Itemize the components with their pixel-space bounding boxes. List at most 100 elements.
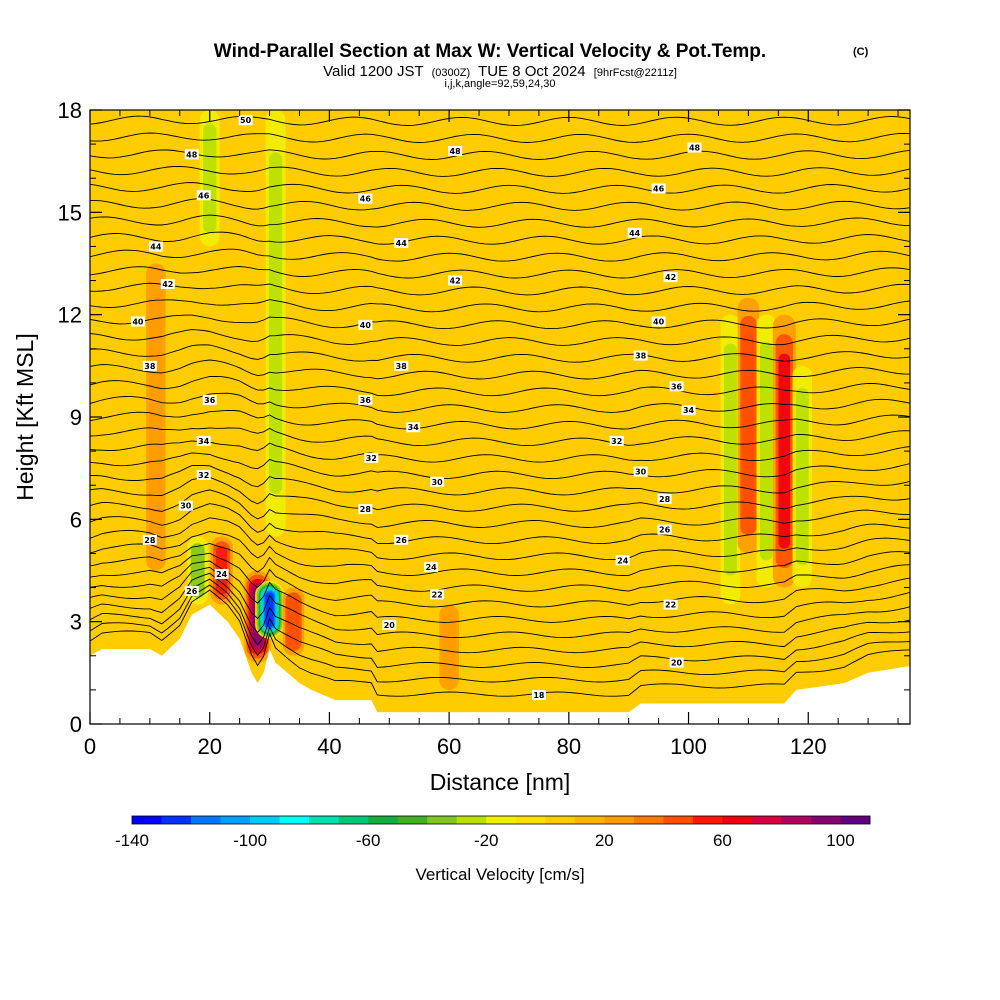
theta-label-43: 20 [669,657,684,668]
colorbar-swatch-1 [161,816,192,824]
svg-text:46: 46 [360,195,372,204]
theta-label-30: 30 [633,466,648,477]
theta-label-3: 48 [687,142,702,153]
theta-contour-21 [90,566,910,639]
svg-text:46: 46 [198,191,210,200]
theta-contour-18 [90,584,910,683]
svg-text:36: 36 [204,396,216,405]
vertical-velocity-field [146,110,813,690]
svg-text:26: 26 [659,526,671,535]
svg-text:34: 34 [683,406,695,415]
theta-label-23: 34 [406,422,421,433]
theta-contour-17 [90,589,910,697]
theta-label-13: 40 [130,316,145,327]
theta-contour-52 [90,115,910,126]
colorbar-swatch-2 [191,816,221,824]
theta-label-38: 24 [424,562,439,573]
colorbar-tick-60: 60 [713,831,732,850]
svg-text:36: 36 [671,382,683,391]
theta-contour-29 [90,476,910,512]
svg-text:30: 30 [180,502,192,511]
colorbar-tick--140: -140 [115,831,149,850]
svg-text:34: 34 [408,423,420,432]
theta-contour-49 [90,166,910,177]
svg-text:36: 36 [360,396,372,405]
theta-contour-28 [90,489,910,528]
x-tick-label-120: 120 [790,734,827,759]
w-feature-0 [146,263,166,571]
x-tick-label-80: 80 [557,734,581,759]
chart-title: Wind-Parallel Section at Max W: Vertical… [214,41,766,62]
colorbar-swatch-13 [515,816,546,824]
theta-label-7: 44 [148,241,163,252]
theta-label-9: 44 [627,227,642,238]
theta-label-17: 38 [394,360,409,371]
theta-contour-47 [90,198,910,211]
svg-text:42: 42 [162,280,173,289]
svg-text:44: 44 [150,242,162,251]
theta-contour-24 [90,543,910,592]
svg-text:48: 48 [450,147,462,156]
theta-contour-51 [90,132,910,143]
terrain-mask [90,604,910,724]
w-feature-13 [792,365,813,588]
theta-contour-32 [90,440,910,463]
theta-contour-33 [90,427,910,447]
theta-contour-31 [90,452,910,480]
colorbar-swatch-22 [781,816,812,824]
theta-contour-43 [90,266,910,279]
theta-contour-19 [90,578,910,668]
theta-contour-37 [90,359,910,380]
theta-contour-35 [90,392,910,413]
theta-contour-41 [90,299,910,313]
y-tick-label-12: 12 [58,303,82,328]
theta-label-2: 48 [448,145,463,156]
svg-text:32: 32 [366,454,377,463]
svg-text:40: 40 [360,321,372,330]
colorbar-swatch-10 [427,816,458,824]
x-axis-label: Distance [nm] [430,769,571,795]
colorbar-swatch-0 [132,816,162,824]
valid-prefix: Valid 1200 JST [323,63,423,80]
colorbar-swatch-3 [220,816,251,824]
theta-label-16: 38 [142,360,157,371]
svg-text:42: 42 [450,277,461,286]
svg-text:46: 46 [653,184,665,193]
w-feature-12 [772,314,796,588]
svg-text:24: 24 [426,563,438,572]
colorbar-swatch-7 [338,816,369,824]
y-tick-label-18: 18 [58,98,82,123]
contour-labels: 50 48 48 48 46 46 46 44 44 44 42 42 42 40 40 40 38 38 38 36… [130,115,702,701]
theta-label-44: 18 [531,690,546,701]
valid-time-line: Valid 1200 JST (0300Z) TUE 8 Oct 2024 [9… [323,63,677,80]
colorbar-label: Vertical Velocity [cm/s] [415,865,584,884]
theta-label-14: 40 [358,319,373,330]
theta-label-22: 34 [196,435,211,446]
theta-label-21: 36 [669,381,684,392]
y-tick-label-15: 15 [58,200,82,225]
colorbar-swatch-24 [840,816,871,824]
theta-label-42: 20 [382,620,397,631]
w-feature-9 [720,314,741,605]
colorbar-swatch-23 [810,816,841,824]
theta-contour-20 [90,572,910,654]
theta-label-35: 26 [394,534,409,545]
svg-text:44: 44 [396,239,408,248]
svg-text:38: 38 [396,362,408,371]
w-feature-2 [199,110,220,247]
y-tick-label-6: 6 [70,507,82,532]
y-tick-label-9: 9 [70,405,82,430]
svg-text:50: 50 [240,116,252,125]
theta-contour-34 [90,409,910,430]
svg-text:40: 40 [653,317,665,326]
theta-contour-48 [90,182,910,194]
colorbar-swatch-11 [456,816,487,824]
svg-text:24: 24 [617,556,629,565]
theta-label-40: 22 [430,589,445,600]
theta-contour-44 [90,248,910,262]
y-axis-label: Height [Kft MSL] [12,333,38,500]
theta-contour-45 [90,231,910,245]
theta-label-5: 46 [358,193,373,204]
theta-label-11: 42 [448,275,463,286]
